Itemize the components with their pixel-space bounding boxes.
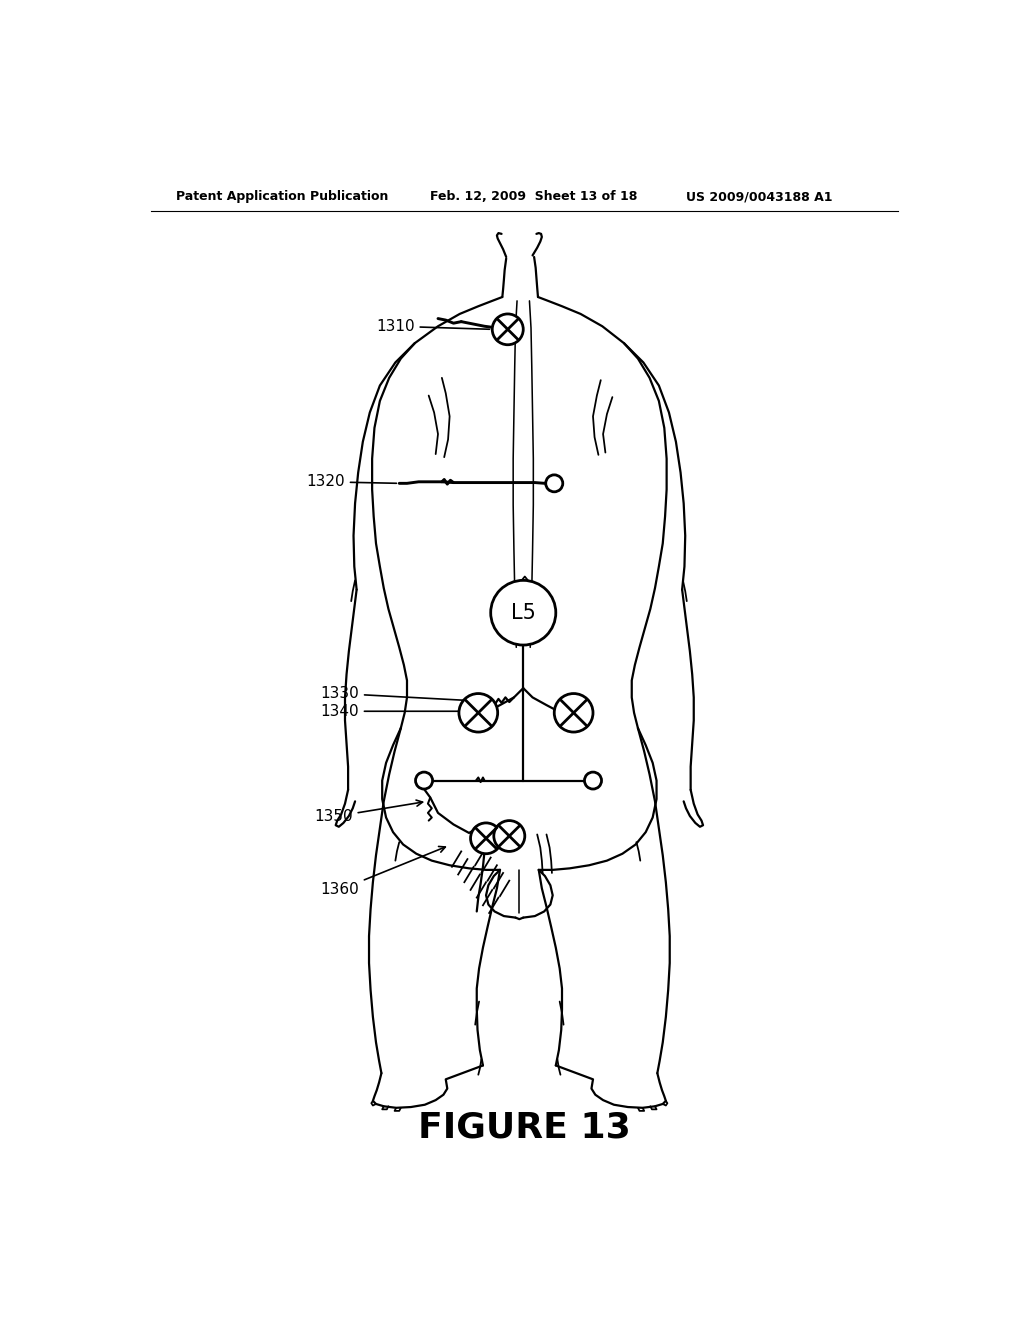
- Circle shape: [494, 821, 524, 851]
- Text: 1330: 1330: [321, 686, 493, 705]
- Circle shape: [493, 314, 523, 345]
- Circle shape: [554, 693, 593, 733]
- Text: 1320: 1320: [306, 474, 396, 490]
- Text: US 2009/0043188 A1: US 2009/0043188 A1: [686, 190, 833, 203]
- Text: FIGURE 13: FIGURE 13: [419, 1110, 631, 1144]
- Circle shape: [585, 772, 601, 789]
- Text: 1310: 1310: [376, 318, 489, 334]
- Text: 1350: 1350: [314, 800, 423, 824]
- Text: 1360: 1360: [321, 846, 445, 898]
- Circle shape: [459, 693, 498, 733]
- Circle shape: [490, 581, 556, 645]
- Text: Feb. 12, 2009  Sheet 13 of 18: Feb. 12, 2009 Sheet 13 of 18: [430, 190, 638, 203]
- Text: L5: L5: [511, 603, 536, 623]
- Circle shape: [416, 772, 432, 789]
- Text: 1340: 1340: [321, 704, 493, 719]
- Text: Patent Application Publication: Patent Application Publication: [176, 190, 388, 203]
- Circle shape: [471, 822, 502, 854]
- Circle shape: [546, 475, 563, 492]
